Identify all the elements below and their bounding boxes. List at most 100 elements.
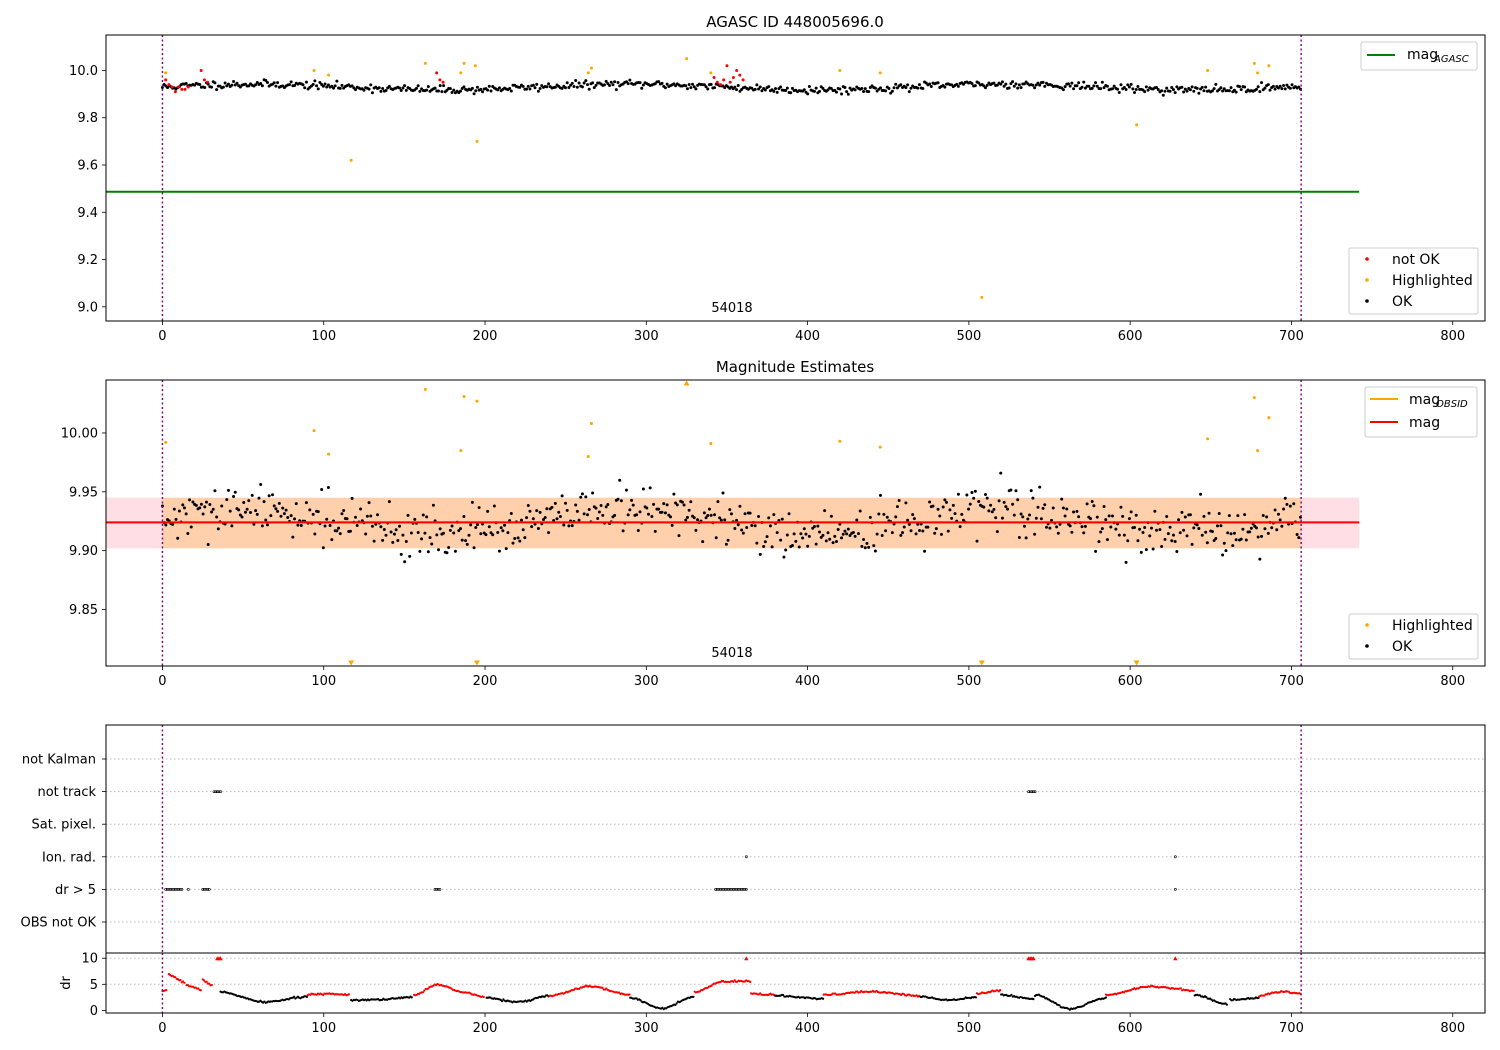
- data-point: [245, 507, 249, 511]
- data-point: [945, 500, 949, 504]
- data-point: [1151, 547, 1155, 551]
- data-point: [1271, 84, 1275, 88]
- data-point: [691, 82, 695, 86]
- dr-point: [1010, 993, 1013, 996]
- panel4-plot-area: 0 100 200 300 400 500 600 700 800 0 5 10: [81, 952, 1486, 1036]
- data-point: [284, 508, 288, 512]
- flag-point: [165, 888, 169, 891]
- data-point: [1171, 533, 1175, 537]
- data-point: [1090, 86, 1094, 90]
- data-point: [907, 90, 911, 94]
- data-point: [1126, 83, 1130, 87]
- data-point: [547, 531, 551, 535]
- data-point: [594, 83, 598, 87]
- data-point: [1212, 87, 1216, 91]
- dr-point: [1179, 987, 1182, 990]
- data-point: [508, 519, 512, 523]
- data-point: [1252, 61, 1256, 65]
- data-point: [326, 485, 330, 489]
- data-point: [259, 483, 263, 487]
- flag-point: [186, 888, 190, 891]
- data-point: [1288, 86, 1292, 90]
- data-point: [1097, 540, 1101, 544]
- x-tick-label: 700: [1279, 329, 1304, 344]
- data-point: [450, 524, 454, 528]
- data-point: [645, 506, 649, 510]
- data-point: [909, 529, 913, 533]
- data-point: [538, 87, 542, 91]
- flag-point: [733, 888, 737, 891]
- data-point: [1077, 81, 1081, 85]
- data-point: [1072, 510, 1076, 514]
- data-point: [1143, 90, 1147, 94]
- data-point: [462, 85, 466, 89]
- data-point: [438, 78, 442, 82]
- data-point: [249, 510, 253, 514]
- data-point: [321, 546, 325, 550]
- data-point: [435, 71, 439, 75]
- dr-point: [421, 991, 425, 994]
- data-point: [326, 83, 330, 87]
- data-point: [1183, 515, 1187, 519]
- data-point: [553, 501, 557, 505]
- data-point: [467, 533, 471, 537]
- data-point: [885, 515, 889, 519]
- x-tick-label: 500: [956, 1021, 981, 1036]
- data-point: [435, 533, 439, 537]
- flag-point: [217, 790, 221, 794]
- data-point: [1082, 531, 1086, 535]
- data-point: [1083, 524, 1087, 528]
- data-point: [316, 510, 320, 514]
- y-tick-label: 9.8: [77, 111, 98, 126]
- panel4-ylabel: dr: [59, 976, 74, 990]
- flag-point: [178, 888, 182, 891]
- dr-capped-marker: [218, 956, 223, 961]
- data-point: [1117, 533, 1121, 537]
- data-point: [631, 503, 635, 507]
- data-point: [1275, 528, 1279, 532]
- data-point: [1058, 522, 1062, 526]
- dr-point: [974, 996, 978, 999]
- data-point: [609, 80, 613, 84]
- data-point: [384, 88, 388, 92]
- data-point: [1256, 71, 1260, 75]
- dr-capped-marker: [1031, 956, 1036, 961]
- data-point: [425, 88, 429, 92]
- data-point: [841, 532, 845, 536]
- data-point: [216, 527, 220, 531]
- data-point: [878, 445, 882, 449]
- data-point: [1244, 538, 1248, 542]
- data-point: [1236, 514, 1240, 518]
- data-point: [1283, 496, 1287, 500]
- data-point: [474, 89, 478, 93]
- data-point: [369, 514, 373, 518]
- data-point: [198, 82, 202, 86]
- data-point: [338, 86, 342, 90]
- data-point: [624, 80, 628, 84]
- x-tick-label: 0: [158, 329, 166, 344]
- data-point: [497, 86, 501, 90]
- data-point: [619, 499, 623, 503]
- data-point: [1092, 504, 1096, 508]
- data-point: [594, 506, 598, 510]
- data-point: [316, 87, 320, 91]
- data-point: [973, 489, 977, 493]
- flag-point: [719, 888, 722, 891]
- data-point: [445, 551, 449, 555]
- data-point: [618, 478, 622, 482]
- data-point: [931, 504, 935, 508]
- x-tick-label: 700: [1279, 1021, 1304, 1036]
- data-point: [1041, 80, 1045, 84]
- data-point: [608, 83, 612, 87]
- data-point: [1011, 80, 1015, 84]
- data-point: [1122, 85, 1126, 89]
- flag-point: [206, 888, 210, 891]
- data-point: [387, 500, 391, 504]
- data-point: [260, 524, 264, 528]
- data-point: [1014, 82, 1018, 86]
- data-point: [694, 87, 698, 91]
- data-point: [538, 510, 542, 514]
- data-point: [1099, 530, 1103, 534]
- data-point: [428, 536, 432, 540]
- data-point: [183, 87, 187, 91]
